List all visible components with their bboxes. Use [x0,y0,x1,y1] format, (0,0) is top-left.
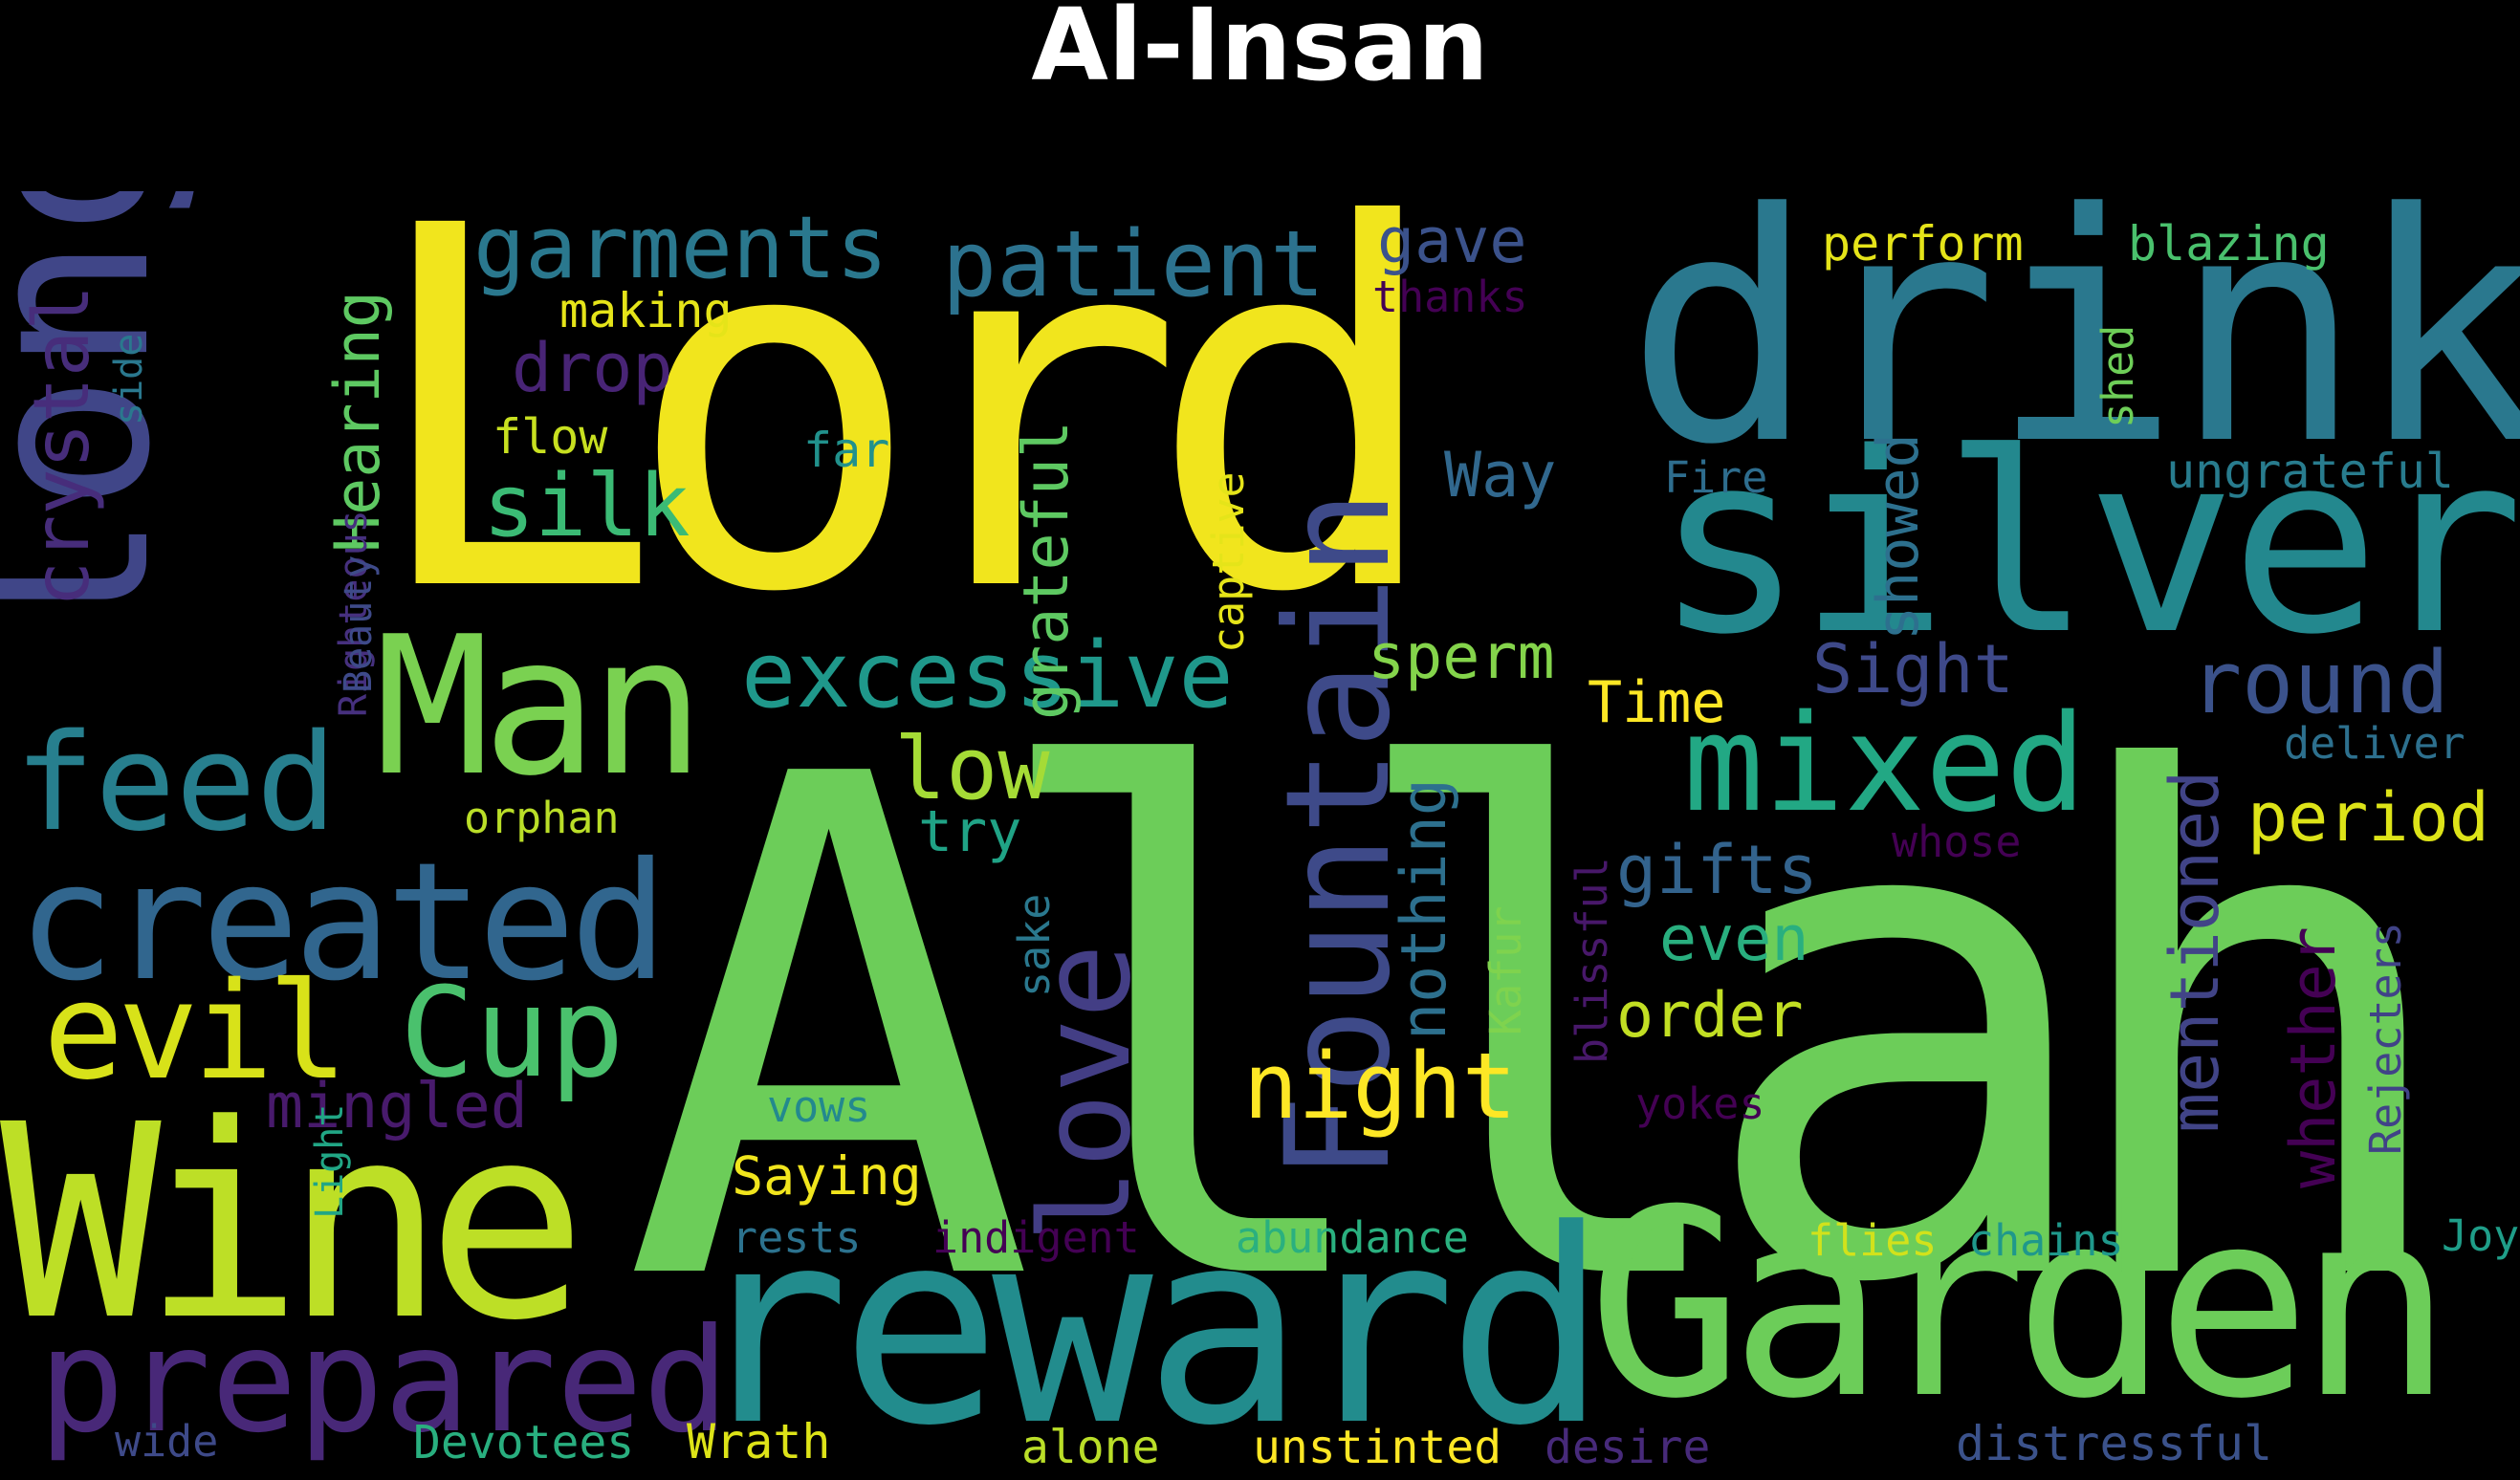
word-flies: flies [1808,1215,1938,1266]
word-sake: sake [1009,893,1060,997]
word-side: side [107,333,151,425]
word-even: even [1659,903,1809,975]
word-showed: showed [1865,433,1932,641]
word-drop: drop [512,329,673,407]
word-wrath: Wrath [687,1414,831,1469]
word-saying: Saying [732,1145,922,1207]
word-cloud: Allah Lord drink silver reward Garden Wi… [0,191,2520,1480]
word-feed: feed [14,706,338,861]
word-created: created [17,828,668,1017]
word-rejecters: Rejecters [2360,922,2411,1155]
word-unstinted: unstinted [1253,1421,1502,1474]
word-abundance: abundance [1236,1212,1469,1263]
word-nothing: nothing [1389,778,1460,1040]
word-prepared: prepared [38,1298,730,1465]
word-drink: drink [1626,191,2520,513]
word-man: Man [375,596,705,818]
word-far: far [803,423,890,478]
word-captive: captive [1203,471,1254,653]
word-mixed: mixed [1683,686,2087,842]
word-silver: silver [1654,401,2520,689]
word-way: Way [1444,440,1557,511]
word-whether: whether [2278,926,2350,1188]
word-perform: perform [1822,216,2024,272]
word-ungrateful: ungrateful [2166,444,2455,499]
word-light: Light [308,1103,352,1219]
word-desire: desire [1545,1421,1711,1474]
word-distressful: distressful [1956,1416,2273,1471]
word-sight: Sight [1812,630,2014,708]
word-night: night [1243,1034,1517,1140]
word-yokes: yokes [1635,1078,1765,1129]
word-devotees: Devotees [413,1416,635,1469]
word-chains: chains [1968,1215,2124,1266]
word-sperm: sperm [1368,621,1555,693]
word-silk: silk [483,456,690,556]
word-making: making [559,283,733,338]
word-try: try [918,798,1022,865]
word-shed: shed [2093,324,2143,428]
word-gifts: gifts [1616,831,1818,909]
word-round: round [2190,633,2449,733]
word-garments: garments [473,198,888,298]
word-time: Time [1588,669,1726,736]
word-blazing: blazing [2128,216,2330,272]
word-rests: rests [732,1212,862,1263]
word-beauty: Beauty [337,555,381,694]
word-evil: evil [43,954,348,1110]
word-mingled: mingled [266,1071,528,1143]
word-whose: whose [1892,816,2022,867]
word-low: low [894,719,1050,819]
word-indigent: indigent [932,1212,1140,1263]
word-orphan: orphan [464,793,620,843]
word-blissful: blissful [1567,857,1617,1064]
word-vows: vows [767,1081,871,1132]
word-alone: alone [1021,1421,1160,1474]
word-allah: Allah [622,632,2465,1433]
word-excessive: excessive [741,623,1234,729]
word-order: order [1616,980,1804,1052]
figure-title: Al-Insan [1031,0,1489,103]
word-wide: wide [115,1416,219,1467]
word-garden: Garden [1588,1154,2453,1455]
word-thanks: thanks [1372,272,1528,322]
word-patient: patient [942,212,1326,317]
word-flow: flow [493,409,608,465]
word-gave: gave [1377,206,1527,277]
word-wine: Wine [0,1068,587,1380]
word-lord: Lord [363,191,1446,701]
word-crystal: crystal [17,284,106,607]
word-joy: Joy [2442,1210,2520,1261]
word-mentioned: mentioned [2156,770,2234,1133]
word-grateful: grateful [1011,420,1083,720]
word-fire: Fire [1664,452,1768,503]
word-reward: reward [689,1173,1608,1480]
word-period: period [2247,778,2489,857]
word-deliver: deliver [2284,718,2465,769]
word-cup: Cup [400,960,625,1105]
word-kafur: Kafur [1480,905,1531,1035]
